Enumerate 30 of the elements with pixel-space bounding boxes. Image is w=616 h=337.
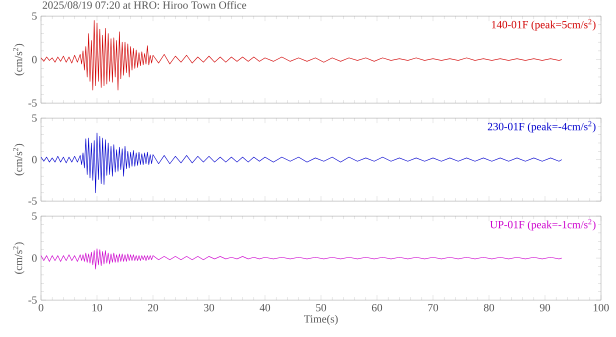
x-tick-label: 70 [428, 304, 438, 312]
x-axis-title: Time(s) [304, 314, 338, 325]
x-tick-label: 50 [316, 304, 326, 312]
y-axis-title: (cm/s$^{2}$) [13, 44, 24, 76]
x-tick-label: 60 [372, 304, 382, 312]
y-tick-label: -5 [28, 197, 37, 205]
text: 140-01F (peak=5cm/s$^{2}$) [492, 19, 596, 31]
y-tick-label: 5 [32, 12, 37, 20]
text: 230-01F (peak=-4cm/s$^{2}$) [488, 121, 596, 132]
x-tick-label: 30 [204, 304, 214, 312]
x-tick-label: 40 [260, 304, 270, 312]
x-tick-label: 10 [92, 304, 102, 312]
x-tick-label: 20 [148, 304, 158, 312]
y-axis-title: (cm/s$^{2}$) [13, 242, 24, 274]
y-tick-label: -5 [28, 99, 37, 107]
y-tick-label: 0 [32, 254, 37, 262]
text: UP-01F (peak=-1cm/s$^{2}$) [490, 219, 596, 230]
y-tick-label: 0 [32, 156, 37, 164]
line-series [40, 248, 562, 270]
y-tick-label: -5 [28, 296, 37, 304]
x-tick-label: 90 [540, 304, 550, 312]
y-tick-label: 0 [32, 56, 37, 64]
y-tick-label: 5 [32, 212, 37, 220]
y-axis-title: (cm/s$^{2}$) [13, 144, 24, 176]
x-tick-label: 0 [38, 304, 44, 312]
x-tick-label: 100 [594, 304, 609, 312]
x-tick-label: 80 [484, 304, 494, 312]
chart-title: 2025/08/19 07:20 at HRO: Hiroo Town Office [42, 0, 246, 9]
line-series [40, 132, 562, 194]
y-tick-label: 5 [32, 114, 37, 122]
